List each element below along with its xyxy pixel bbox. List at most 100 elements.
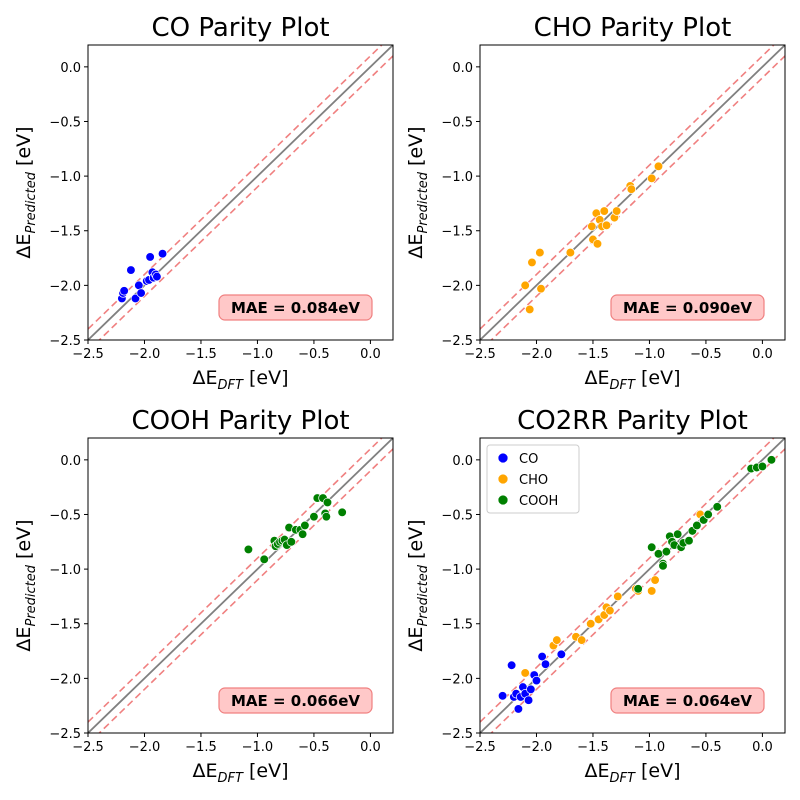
- y-tick-label: 0.0: [452, 454, 473, 469]
- x-axis-label: ΔEDFT [eV]: [584, 367, 680, 393]
- y-tick-label: −0.5: [441, 508, 473, 523]
- x-axis-label: ΔEDFT [eV]: [584, 760, 680, 786]
- data-point-cho: [586, 619, 596, 629]
- legend-marker-cooh: [497, 494, 509, 506]
- data-point-cooh: [757, 461, 768, 472]
- data-point-cooh: [633, 584, 643, 594]
- x-tick-label: −2.0: [129, 347, 161, 362]
- axes-frame: [87, 437, 394, 734]
- data-point-cooh: [297, 529, 308, 539]
- data-point-co: [497, 691, 508, 701]
- data-points: [243, 493, 347, 564]
- panel-cooh: −2.5 −2.0 −1.5 −1.0 −0.5 0.0 −2.5 −2.0 −1.5 −1.0 −…: [13, 406, 394, 786]
- x-tick-label: 0.0: [360, 740, 381, 755]
- data-point-co: [134, 280, 144, 291]
- parity-line: [88, 438, 393, 733]
- x-axis-label: ΔEDFT [eV]: [192, 367, 288, 393]
- data-point-cho: [613, 591, 623, 602]
- data-point-cho: [605, 605, 615, 616]
- mae-box: [610, 687, 765, 714]
- data-point-cooh: [673, 529, 683, 539]
- x-tick-label: −1.5: [185, 740, 217, 755]
- data-point-cooh: [309, 512, 319, 522]
- mae-label: MAE = 0.064eV: [623, 692, 752, 710]
- y-tick-label: −0.5: [49, 508, 81, 523]
- y-tick-label: −0.5: [49, 115, 81, 130]
- data-point-cho: [536, 283, 546, 294]
- lower-tolerance-line: [490, 55, 785, 340]
- upper-tolerance-line: [88, 45, 383, 330]
- data-point-cooh: [322, 497, 333, 508]
- y-tick-label: −2.0: [441, 279, 473, 294]
- x-tick-label: −1.5: [577, 347, 609, 362]
- data-point-co: [537, 651, 547, 662]
- data-point-cooh: [658, 561, 668, 571]
- mae-box: [610, 294, 765, 321]
- lower-tolerance-line: [490, 448, 785, 733]
- data-point-co: [157, 249, 168, 259]
- data-point-co: [523, 695, 534, 705]
- y-tick-label: −1.0: [49, 563, 81, 578]
- data-point-cho: [647, 586, 657, 596]
- x-tick-label: −0.5: [298, 347, 330, 362]
- x-tick-label: −2.5: [464, 347, 496, 362]
- x-tick-label: −0.5: [298, 740, 330, 755]
- y-tick-label: −1.5: [49, 618, 81, 633]
- data-points: [497, 455, 777, 714]
- data-point-cooh: [712, 502, 722, 512]
- mae-label: MAE = 0.090eV: [623, 299, 752, 317]
- axes-frame: [479, 44, 786, 341]
- x-tick-label: −1.0: [634, 740, 666, 755]
- data-point-cooh: [703, 509, 713, 520]
- data-point-cho: [599, 206, 609, 216]
- legend-frame: [486, 444, 580, 514]
- upper-tolerance-line: [480, 45, 775, 330]
- x-tick-label: −2.0: [521, 740, 553, 755]
- y-axis-label: ΔEPredicted [eV]: [405, 519, 431, 651]
- y-tick-label: −1.5: [49, 225, 81, 240]
- x-tick-label: −1.0: [242, 347, 274, 362]
- data-point-cooh: [300, 520, 310, 531]
- data-point-cooh: [661, 546, 672, 557]
- x-tick-label: −1.0: [634, 347, 666, 362]
- data-point-cooh: [647, 542, 657, 552]
- x-tick-label: −1.0: [242, 740, 274, 755]
- data-point-co: [513, 704, 524, 714]
- legend: CO CHO COOH: [486, 444, 580, 514]
- x-tick-label: −2.0: [521, 347, 553, 362]
- y-tick-label: −1.5: [441, 618, 473, 633]
- axes-frame: [479, 437, 786, 734]
- x-axis-label: ΔEDFT [eV]: [192, 760, 288, 786]
- data-point-cho: [601, 220, 612, 230]
- data-point-co: [531, 675, 542, 686]
- data-point-co: [152, 271, 162, 282]
- y-tick-label: −2.5: [49, 334, 81, 349]
- data-point-cho: [565, 247, 576, 258]
- panel-co: −2.5 −2.0 −1.5 −1.0 −0.5 0.0 −2.5 −2.0 −1.5 −1.0 −…: [13, 13, 394, 393]
- data-point-co: [506, 660, 517, 670]
- x-tick-label: −2.0: [129, 740, 161, 755]
- data-point-cooh: [337, 507, 347, 517]
- y-tick-label: −1.0: [49, 170, 81, 185]
- data-point-cho: [577, 635, 587, 645]
- y-tick-label: −2.0: [49, 672, 81, 687]
- x-tick-label: 0.0: [360, 347, 381, 362]
- x-tick-label: −0.5: [690, 347, 722, 362]
- data-point-cooh: [692, 520, 702, 531]
- chart-title: CO2RR Parity Plot: [517, 406, 748, 436]
- y-tick-label: −2.0: [49, 279, 81, 294]
- data-point-cho: [520, 280, 530, 291]
- data-point-co: [145, 252, 155, 262]
- x-tick-label: −1.5: [185, 347, 217, 362]
- y-axis-label: ΔEPredicted [eV]: [13, 126, 39, 258]
- reference-lines: [88, 438, 393, 733]
- lower-tolerance-line: [98, 448, 393, 733]
- y-tick-label: −1.0: [441, 170, 473, 185]
- legend-label-cooh: COOH: [519, 494, 558, 509]
- data-point-cooh: [653, 549, 664, 559]
- data-point-cho: [520, 668, 530, 678]
- x-tick-label: −1.5: [577, 740, 609, 755]
- parity-line: [480, 438, 785, 733]
- upper-tolerance-line: [88, 438, 383, 723]
